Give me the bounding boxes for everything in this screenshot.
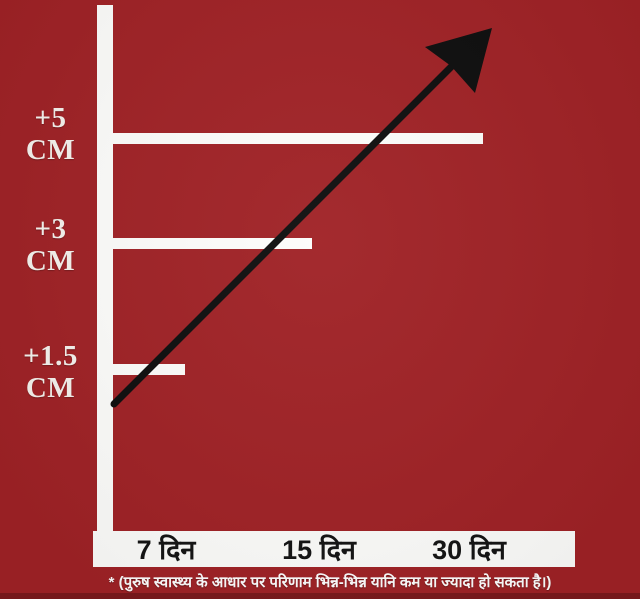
y-tick-value: +5 bbox=[34, 102, 67, 134]
gain-bar-3cm bbox=[99, 238, 312, 249]
gain-bar-5cm bbox=[99, 133, 483, 144]
x-axis bbox=[93, 531, 575, 567]
y-tick-unit: CM bbox=[25, 245, 76, 277]
gain-bar-1-5cm bbox=[99, 364, 185, 375]
disclaimer-footnote: * (पुरुष स्वास्थ्य के आधार पर परिणाम भिन… bbox=[108, 574, 552, 591]
y-tick-label-1-5cm: +1.5 CM bbox=[8, 340, 93, 404]
y-tick-value: +1.5 bbox=[23, 340, 78, 372]
y-tick-unit: CM bbox=[25, 372, 76, 404]
x-tick-30-days: 30 दिन bbox=[432, 535, 506, 565]
y-axis bbox=[97, 5, 113, 567]
x-tick-15-days: 15 दिन bbox=[282, 535, 356, 565]
y-tick-label-3cm: +3 CM bbox=[8, 213, 93, 277]
x-tick-7-days: 7 दिन bbox=[136, 535, 196, 565]
y-tick-label-5cm: +5 CM bbox=[8, 102, 93, 166]
y-tick-value: +3 bbox=[34, 213, 67, 245]
y-tick-unit: CM bbox=[25, 134, 76, 166]
bottom-border-strip bbox=[0, 593, 640, 599]
